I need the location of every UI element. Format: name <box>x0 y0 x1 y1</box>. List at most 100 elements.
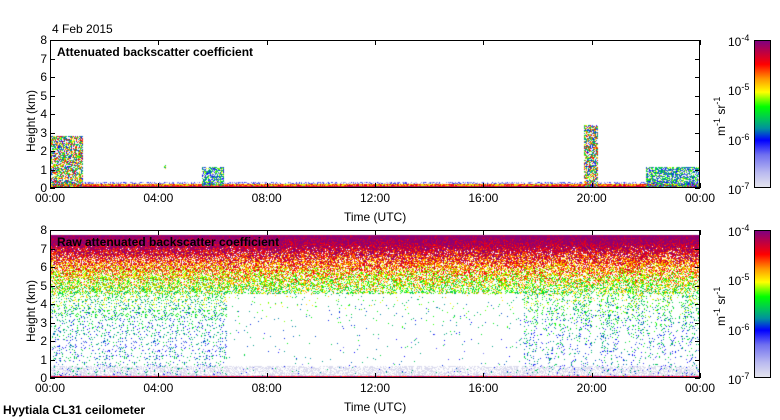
colorbar-tick-base: 10 <box>728 323 742 338</box>
panel-title: Raw attenuated backscatter coefficient <box>57 235 280 249</box>
y-tick <box>695 267 700 268</box>
x-tick <box>266 230 268 235</box>
y-tick-label: 4 <box>40 297 47 311</box>
colorbar-tick-exponent: -4 <box>741 33 750 43</box>
y-tick <box>695 132 700 134</box>
y-tick-label: 7 <box>40 241 47 256</box>
x-tick <box>158 183 160 188</box>
y-tick <box>50 230 55 231</box>
x-tick <box>591 183 593 188</box>
plot-frame <box>50 230 700 378</box>
y-tick <box>50 267 55 268</box>
colorbar-tick-base: 10 <box>728 372 742 387</box>
y-tick <box>695 304 700 305</box>
colorbar-tick-label: 10-6 <box>728 322 749 338</box>
y-tick-label: 3 <box>40 125 47 140</box>
x-tick <box>700 373 701 378</box>
colorbar-tick-label: 10-5 <box>728 272 749 288</box>
x-tick <box>266 373 268 378</box>
unit-part: m <box>714 316 728 326</box>
x-axis-title: Time (UTC) <box>344 210 407 224</box>
colorbar-unit-label: m-1 sr-1 <box>712 287 728 326</box>
colorbar-tick-base: 10 <box>728 182 742 197</box>
y-tick <box>50 248 55 250</box>
y-tick <box>50 322 55 324</box>
plot-frame <box>50 40 700 188</box>
x-tick <box>591 373 593 378</box>
y-tick-label: 1 <box>40 352 47 367</box>
x-tick-label: 04:00 <box>143 381 174 395</box>
y-tick <box>50 151 55 152</box>
unit-part: -1 <box>712 307 722 316</box>
x-tick <box>700 230 701 235</box>
y-tick-label: 4 <box>40 107 47 121</box>
y-tick <box>695 341 700 342</box>
y-tick <box>50 58 55 60</box>
y-tick <box>50 188 55 189</box>
x-tick <box>375 183 376 188</box>
x-tick <box>483 40 485 45</box>
y-tick-label: 1 <box>40 162 47 177</box>
y-tick <box>50 77 55 78</box>
y-tick <box>695 230 700 231</box>
x-tick-label: 00:00 <box>684 381 716 395</box>
x-tick <box>50 373 51 378</box>
y-tick-label: 5 <box>40 88 47 103</box>
unit-part: m <box>714 126 728 136</box>
y-tick <box>50 341 55 342</box>
colorbar-tick-exponent: -4 <box>741 223 750 233</box>
heatmap-attenuated <box>50 40 700 188</box>
y-tick-label: 6 <box>40 260 47 274</box>
y-tick-label: 5 <box>40 278 47 293</box>
y-tick <box>695 285 700 287</box>
colorbar-tick-exponent: -6 <box>741 131 750 142</box>
y-axis-title: Height (km) <box>24 279 38 342</box>
x-tick <box>158 373 160 378</box>
unit-part: -1 <box>712 96 722 105</box>
y-tick <box>695 322 700 324</box>
y-tick <box>695 188 700 189</box>
x-tick-label: 00:00 <box>34 191 66 205</box>
unit-part: -1 <box>712 286 722 295</box>
x-tick-label: 16:00 <box>468 191 499 205</box>
x-tick-label: 08:00 <box>251 381 282 395</box>
x-tick <box>158 40 160 45</box>
colorbar-tick-base: 10 <box>728 274 742 289</box>
x-tick <box>700 40 701 45</box>
y-tick <box>695 77 700 78</box>
x-tick-label: 00:00 <box>684 191 716 205</box>
y-tick <box>695 151 700 152</box>
y-tick <box>695 169 700 171</box>
x-tick <box>483 183 485 188</box>
y-tick <box>50 378 55 379</box>
x-tick-label: 20:00 <box>576 381 607 395</box>
x-tick <box>591 230 593 235</box>
y-tick <box>50 285 55 287</box>
x-tick <box>375 230 376 235</box>
y-axis-title: Height (km) <box>24 89 38 152</box>
y-tick <box>695 248 700 250</box>
y-tick-label: 7 <box>40 51 47 66</box>
y-tick-label: 8 <box>40 223 47 237</box>
x-tick <box>591 40 593 45</box>
y-tick-label: 2 <box>40 334 47 348</box>
colorbar-tick-exponent: -5 <box>741 272 750 283</box>
x-tick <box>375 40 376 45</box>
x-axis-title: Time (UTC) <box>344 400 407 414</box>
panel-title: Attenuated backscatter coefficient <box>57 45 254 59</box>
y-tick <box>695 58 700 60</box>
x-tick-label: 08:00 <box>251 191 282 205</box>
y-tick <box>50 132 55 134</box>
colorbar-tick-exponent: -7 <box>741 370 750 381</box>
x-tick <box>700 183 701 188</box>
y-tick <box>695 359 700 361</box>
y-tick <box>50 359 55 361</box>
x-tick-label: 12:00 <box>359 191 391 205</box>
y-tick <box>50 114 55 115</box>
y-tick <box>50 95 55 97</box>
y-tick-label: 2 <box>40 144 47 158</box>
y-tick-label: 3 <box>40 315 47 330</box>
colorbar-tick-exponent: -6 <box>741 321 750 332</box>
unit-part: sr <box>714 104 728 118</box>
